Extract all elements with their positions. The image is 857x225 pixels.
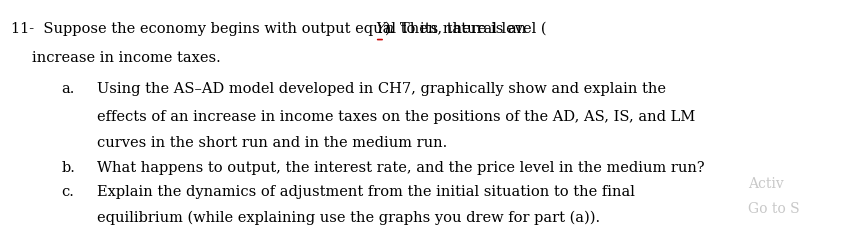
Text: c.: c. [62,184,75,198]
Text: Explain the dynamics of adjustment from the initial situation to the final: Explain the dynamics of adjustment from … [98,184,635,198]
Text: Using the AS–AD model developed in CH7, graphically show and explain the: Using the AS–AD model developed in CH7, … [98,81,667,95]
Text: 11-  Suppose the economy begins with output equal to its natural level (: 11- Suppose the economy begins with outp… [11,22,547,36]
Text: Go to S: Go to S [748,202,800,216]
Text: increase in income taxes.: increase in income taxes. [33,51,221,65]
Text: Activ: Activ [748,176,784,190]
Text: equilibrium (while explaining use the graphs you drew for part (a)).: equilibrium (while explaining use the gr… [98,210,601,224]
Text: ). Then, there is an: ). Then, there is an [385,22,526,36]
Text: curves in the short run and in the medium run.: curves in the short run and in the mediu… [98,136,447,150]
Text: Yn: Yn [375,22,394,36]
Text: b.: b. [62,160,75,174]
Text: a.: a. [62,81,75,95]
Text: What happens to output, the interest rate, and the price level in the medium run: What happens to output, the interest rat… [98,160,705,174]
Text: effects of an increase in income taxes on the positions of the AD, AS, IS, and L: effects of an increase in income taxes o… [98,109,696,123]
